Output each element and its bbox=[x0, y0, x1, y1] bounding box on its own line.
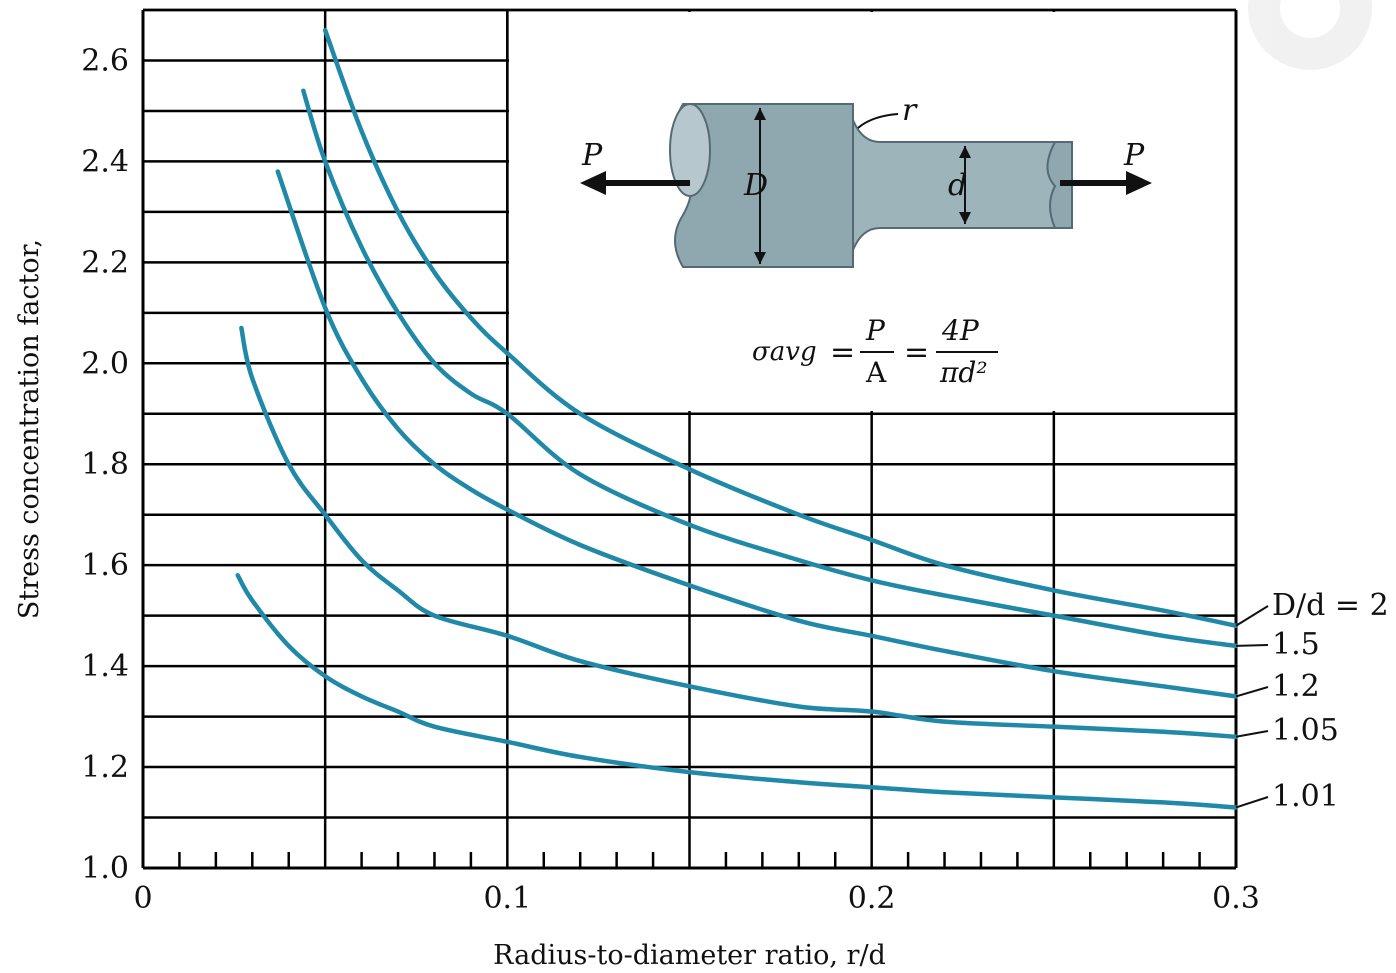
y-tick-label: 2.2 bbox=[81, 245, 129, 280]
series-line bbox=[235, 573, 1239, 810]
series-label: 1.5 bbox=[1272, 627, 1320, 662]
formula-equals-2: = bbox=[904, 335, 929, 370]
chart-labels: 1.0 1.2 1.4 1.6 1.8 2.0 2.2 2.4 2.6 0 0.1 0.2 0.3 Rad… bbox=[14, 43, 1389, 971]
chart-curves bbox=[235, 27, 1239, 810]
gear-watermark-icon bbox=[1248, 0, 1372, 70]
series-line bbox=[239, 325, 1239, 740]
fillet-radius-label: r bbox=[902, 93, 918, 128]
force-arrow-right-icon bbox=[1060, 171, 1152, 195]
diameter-label-small: d bbox=[948, 168, 967, 203]
force-arrow-left-icon bbox=[580, 171, 690, 195]
x-tick-label: 0.3 bbox=[1212, 881, 1260, 916]
formula-denominator-1: A bbox=[865, 356, 887, 389]
series-line bbox=[275, 169, 1239, 699]
x-axis-label: Radius-to-diameter ratio, r/d bbox=[493, 940, 886, 971]
series-leader-line bbox=[1235, 605, 1269, 627]
formula-equals-1: = bbox=[830, 335, 855, 370]
stepped-shaft-icon bbox=[669, 103, 1073, 268]
x-tick-label: 0.1 bbox=[483, 881, 531, 916]
series-line bbox=[301, 88, 1239, 649]
x-tick-label: 0 bbox=[133, 881, 152, 916]
y-tick-label: 1.8 bbox=[81, 447, 129, 482]
formula-numerator-1: P bbox=[865, 314, 886, 347]
series-leader-line bbox=[1235, 686, 1269, 698]
y-axis-label: Stress concentration factor, bbox=[14, 239, 45, 619]
series-label: 1.05 bbox=[1272, 713, 1339, 748]
x-tick-label: 0.2 bbox=[848, 881, 896, 916]
series-leader-line bbox=[1235, 730, 1269, 738]
force-label-right: P bbox=[1123, 138, 1145, 173]
y-tick-label: 1.4 bbox=[81, 649, 129, 684]
shaft-diagram-panel: P P D d r σavg = P A = 4P πd² bbox=[143, 8, 1238, 868]
series-label: 1.2 bbox=[1272, 669, 1320, 704]
series-label: 1.01 bbox=[1272, 779, 1339, 814]
series-label: D/d = 2 bbox=[1272, 588, 1389, 623]
series-leader-line bbox=[1235, 644, 1269, 647]
diameter-label-large: D bbox=[743, 168, 768, 203]
force-label-left: P bbox=[581, 138, 603, 173]
y-tick-label: 2.0 bbox=[81, 346, 129, 381]
formula-numerator-2: 4P bbox=[941, 314, 980, 347]
y-tick-label: 1.0 bbox=[81, 851, 129, 886]
y-tick-label: 2.6 bbox=[81, 43, 129, 78]
y-tick-label: 1.2 bbox=[81, 750, 129, 785]
series-leader-line bbox=[1235, 796, 1269, 809]
formula-lhs: σavg bbox=[752, 337, 817, 367]
average-stress-formula: σavg = P A = 4P πd² bbox=[752, 314, 998, 389]
series-line bbox=[322, 27, 1239, 628]
y-tick-label: 1.6 bbox=[81, 548, 129, 583]
y-tick-label: 2.4 bbox=[81, 144, 129, 179]
formula-denominator-2: πd² bbox=[939, 356, 988, 389]
